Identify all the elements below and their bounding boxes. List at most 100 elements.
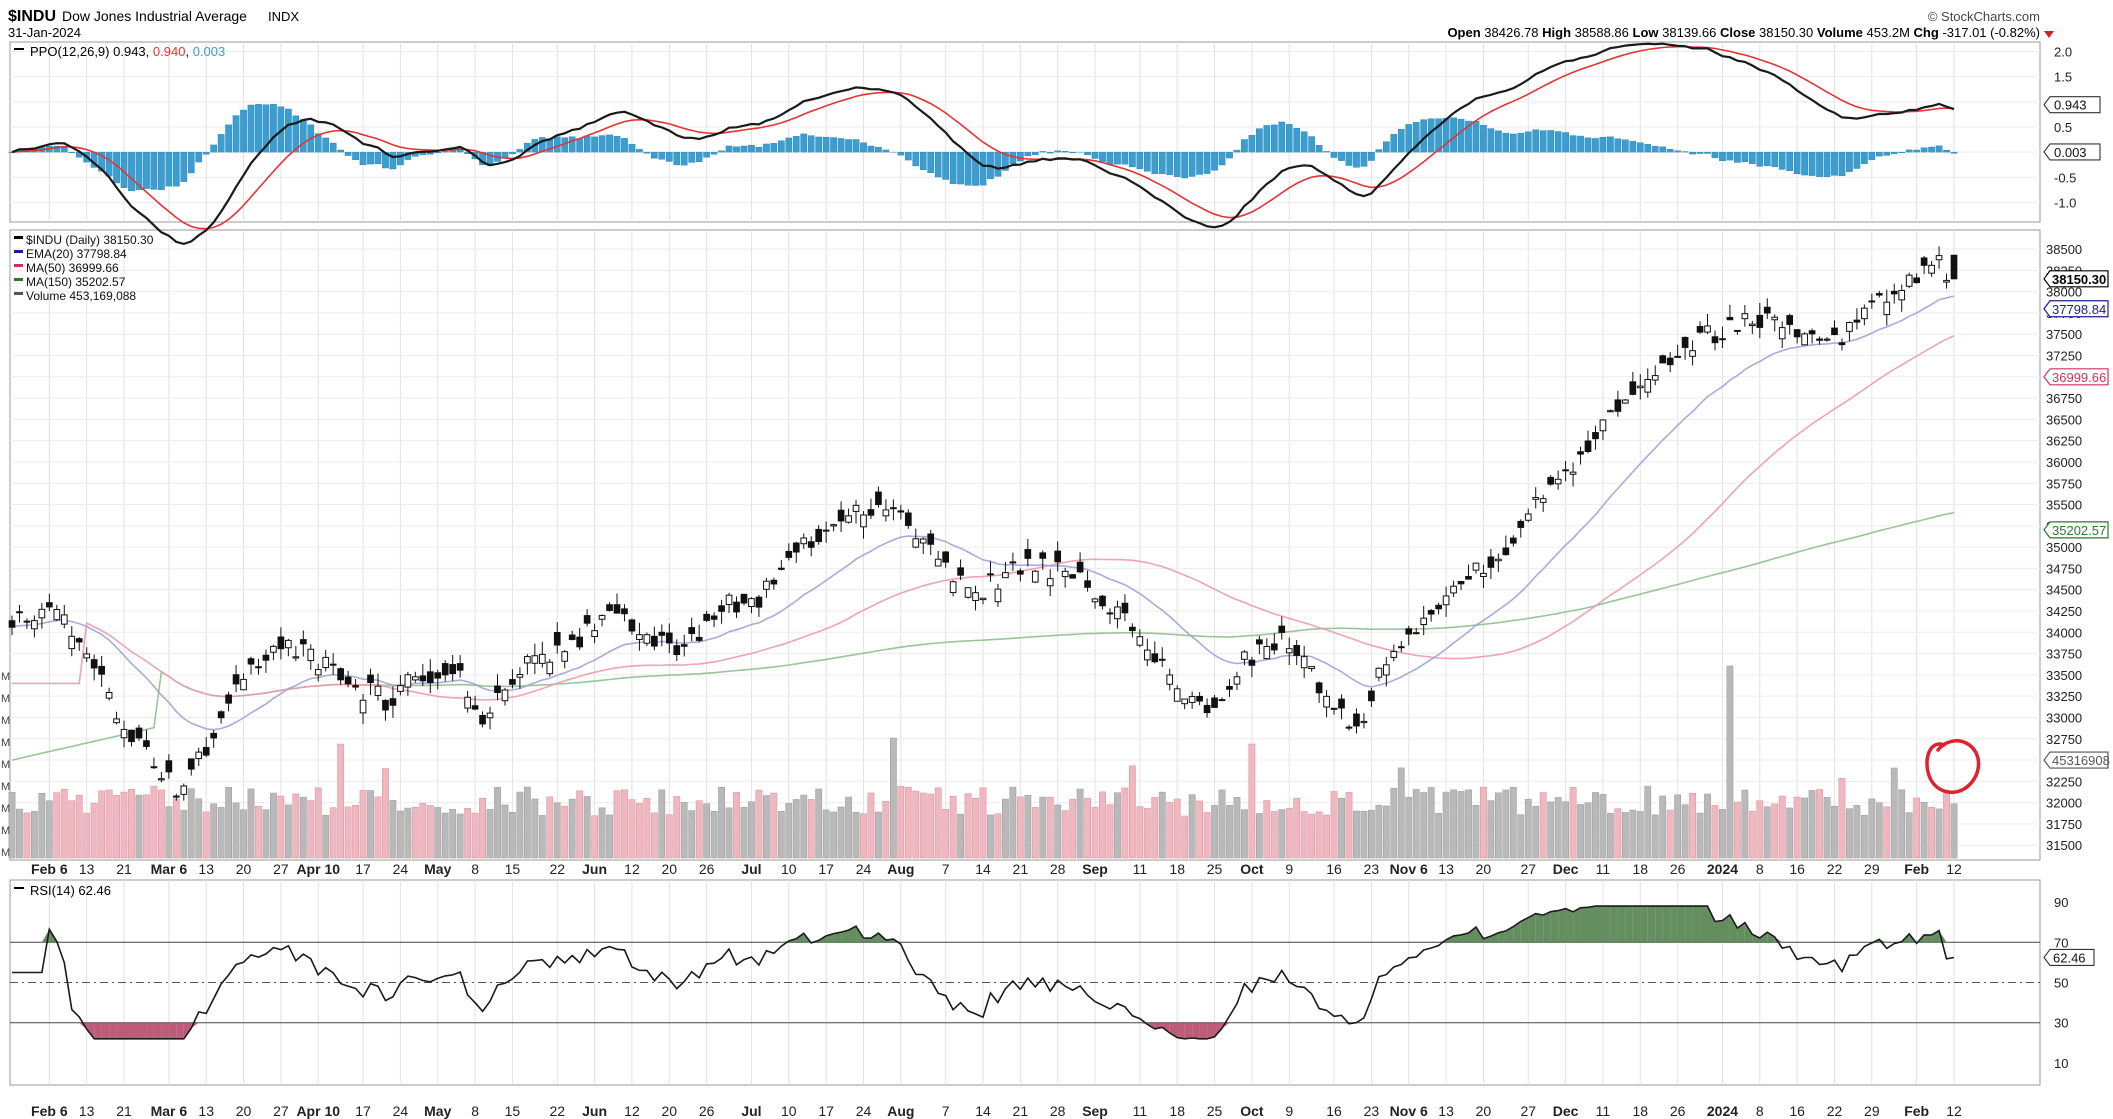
- price-panel: [9, 229, 2041, 861]
- x-tick-label: Jul: [741, 1103, 761, 1119]
- rsi-oversold-fill: [101, 1022, 110, 1039]
- rsi-oversold-fill: [183, 1022, 192, 1039]
- rsi-oversold-fill: [1162, 1022, 1170, 1033]
- volume-bar: [187, 788, 195, 859]
- price-tick-label: 31750: [2046, 817, 2082, 832]
- x-tick-label: 28: [1050, 1103, 1066, 1119]
- volume-bar: [1211, 805, 1218, 859]
- candle: [1756, 314, 1764, 328]
- ppo-legend-text: PPO(12,26,9) 0.943, 0.940, 0.003: [30, 44, 225, 59]
- ppo-hist-bar: [1890, 151, 1898, 155]
- candle: [882, 509, 890, 517]
- ppo-hist-bar: [1278, 121, 1286, 153]
- candle: [606, 604, 613, 611]
- volume-bar: [523, 786, 531, 859]
- volume-bar: [1935, 808, 1943, 859]
- candle: [1106, 612, 1114, 615]
- price-tick-label: 36250: [2046, 434, 2082, 449]
- volume-bar: [359, 790, 367, 859]
- candle: [867, 509, 875, 516]
- candle: [1256, 639, 1263, 645]
- candle-layer: [8, 246, 1958, 801]
- volume-bar: [1076, 788, 1084, 859]
- volume-axis-label: M: [1, 847, 10, 859]
- ppo-hist-bar: [1248, 135, 1256, 153]
- x-tick-label: 16: [1326, 1103, 1342, 1119]
- volume-bar: [763, 795, 770, 859]
- volume-bar: [1502, 789, 1510, 859]
- brand: © StockCharts.com: [1928, 9, 2040, 24]
- price-tick-label: 34250: [2046, 604, 2082, 619]
- x-tick-label: 17: [355, 861, 371, 877]
- candle: [621, 608, 628, 615]
- ppo-hist-bar: [1823, 151, 1831, 177]
- ppo-hist-bar: [882, 149, 890, 153]
- ppo-hist-bar: [240, 109, 247, 153]
- candle: [748, 598, 755, 608]
- ppo-hist-bar: [710, 151, 718, 155]
- x-tick-label: 8: [1756, 861, 1764, 877]
- date: 31-Jan-2024: [8, 25, 81, 40]
- rsi-overbought-fill: [1670, 906, 1678, 943]
- ppo-hist-bar: [1793, 151, 1801, 175]
- candle: [1562, 469, 1569, 472]
- volume-bar: [1741, 789, 1749, 859]
- volume-bar: [1756, 800, 1764, 859]
- volume-bar: [531, 798, 539, 859]
- x-tick-label: 16: [1789, 1103, 1805, 1119]
- volume-bar: [284, 804, 292, 859]
- candle: [38, 608, 46, 619]
- legend-swatch: [14, 278, 23, 281]
- ppo-hist-bar: [1846, 151, 1853, 172]
- volume-bar: [180, 809, 188, 859]
- rsi-overbought-fill: [56, 941, 65, 943]
- price-badge: 35202.57: [2043, 521, 2109, 539]
- candle: [770, 579, 778, 585]
- ppo-hist-bar: [598, 135, 606, 153]
- volume-bar: [157, 789, 165, 859]
- ppo-hist-bar: [270, 104, 277, 153]
- ppo-hist-bar: [1002, 151, 1009, 171]
- x-tick-label: 2024: [1707, 1103, 1738, 1119]
- x-tick-label: 27: [1520, 861, 1536, 877]
- x-tick-label: Dec: [1553, 861, 1579, 877]
- candle: [1816, 338, 1823, 341]
- ppo-hist-bar: [591, 136, 598, 153]
- volume-bar: [1868, 798, 1876, 859]
- ppo-hist-bar: [1084, 151, 1091, 156]
- volume-bar: [1031, 807, 1039, 859]
- ppo-hist-bar: [1435, 118, 1442, 153]
- ppo-hist-bar: [1487, 128, 1495, 153]
- rsi-oversold-fill: [138, 1022, 147, 1039]
- candle: [890, 507, 897, 510]
- price-tick-label: 36750: [2046, 391, 2082, 406]
- x-tick-label: 21: [116, 861, 132, 877]
- candle: [1472, 562, 1480, 571]
- ppo-hist-bar: [1099, 151, 1106, 162]
- ppo-hist-bar: [1353, 151, 1360, 168]
- axis-layer: Feb 6 Feb 6 13 13 21 21 Mar 6 Mar 6 13 13 20 20 27 27…: [1, 45, 2110, 1119]
- ppo-hist-bar: [1592, 138, 1599, 153]
- ppo-hist-bar: [1457, 118, 1465, 153]
- candle: [1651, 375, 1659, 381]
- candle: [1524, 513, 1532, 521]
- legend-swatch: [14, 48, 24, 50]
- x-tick-label: 13: [1438, 1103, 1454, 1119]
- candle: [285, 639, 292, 649]
- volume-bar: [1808, 790, 1816, 859]
- volume-bar: [598, 807, 606, 859]
- x-tick-label: 11: [1133, 1103, 1148, 1119]
- volume-bar: [1928, 806, 1935, 859]
- volume-bar: [322, 814, 330, 859]
- x-tick-label: May: [424, 861, 451, 877]
- price-tick-label: 34500: [2046, 583, 2082, 598]
- volume-bar: [860, 813, 867, 859]
- volume-bar: [1547, 801, 1555, 859]
- volume-bar: [1285, 807, 1293, 859]
- candle: [90, 659, 98, 669]
- ppo-hist-bar: [1472, 120, 1480, 153]
- svg-text:35202.57: 35202.57: [2052, 523, 2106, 538]
- candle: [479, 714, 486, 725]
- candle: [46, 602, 53, 608]
- volume-bar: [770, 792, 778, 859]
